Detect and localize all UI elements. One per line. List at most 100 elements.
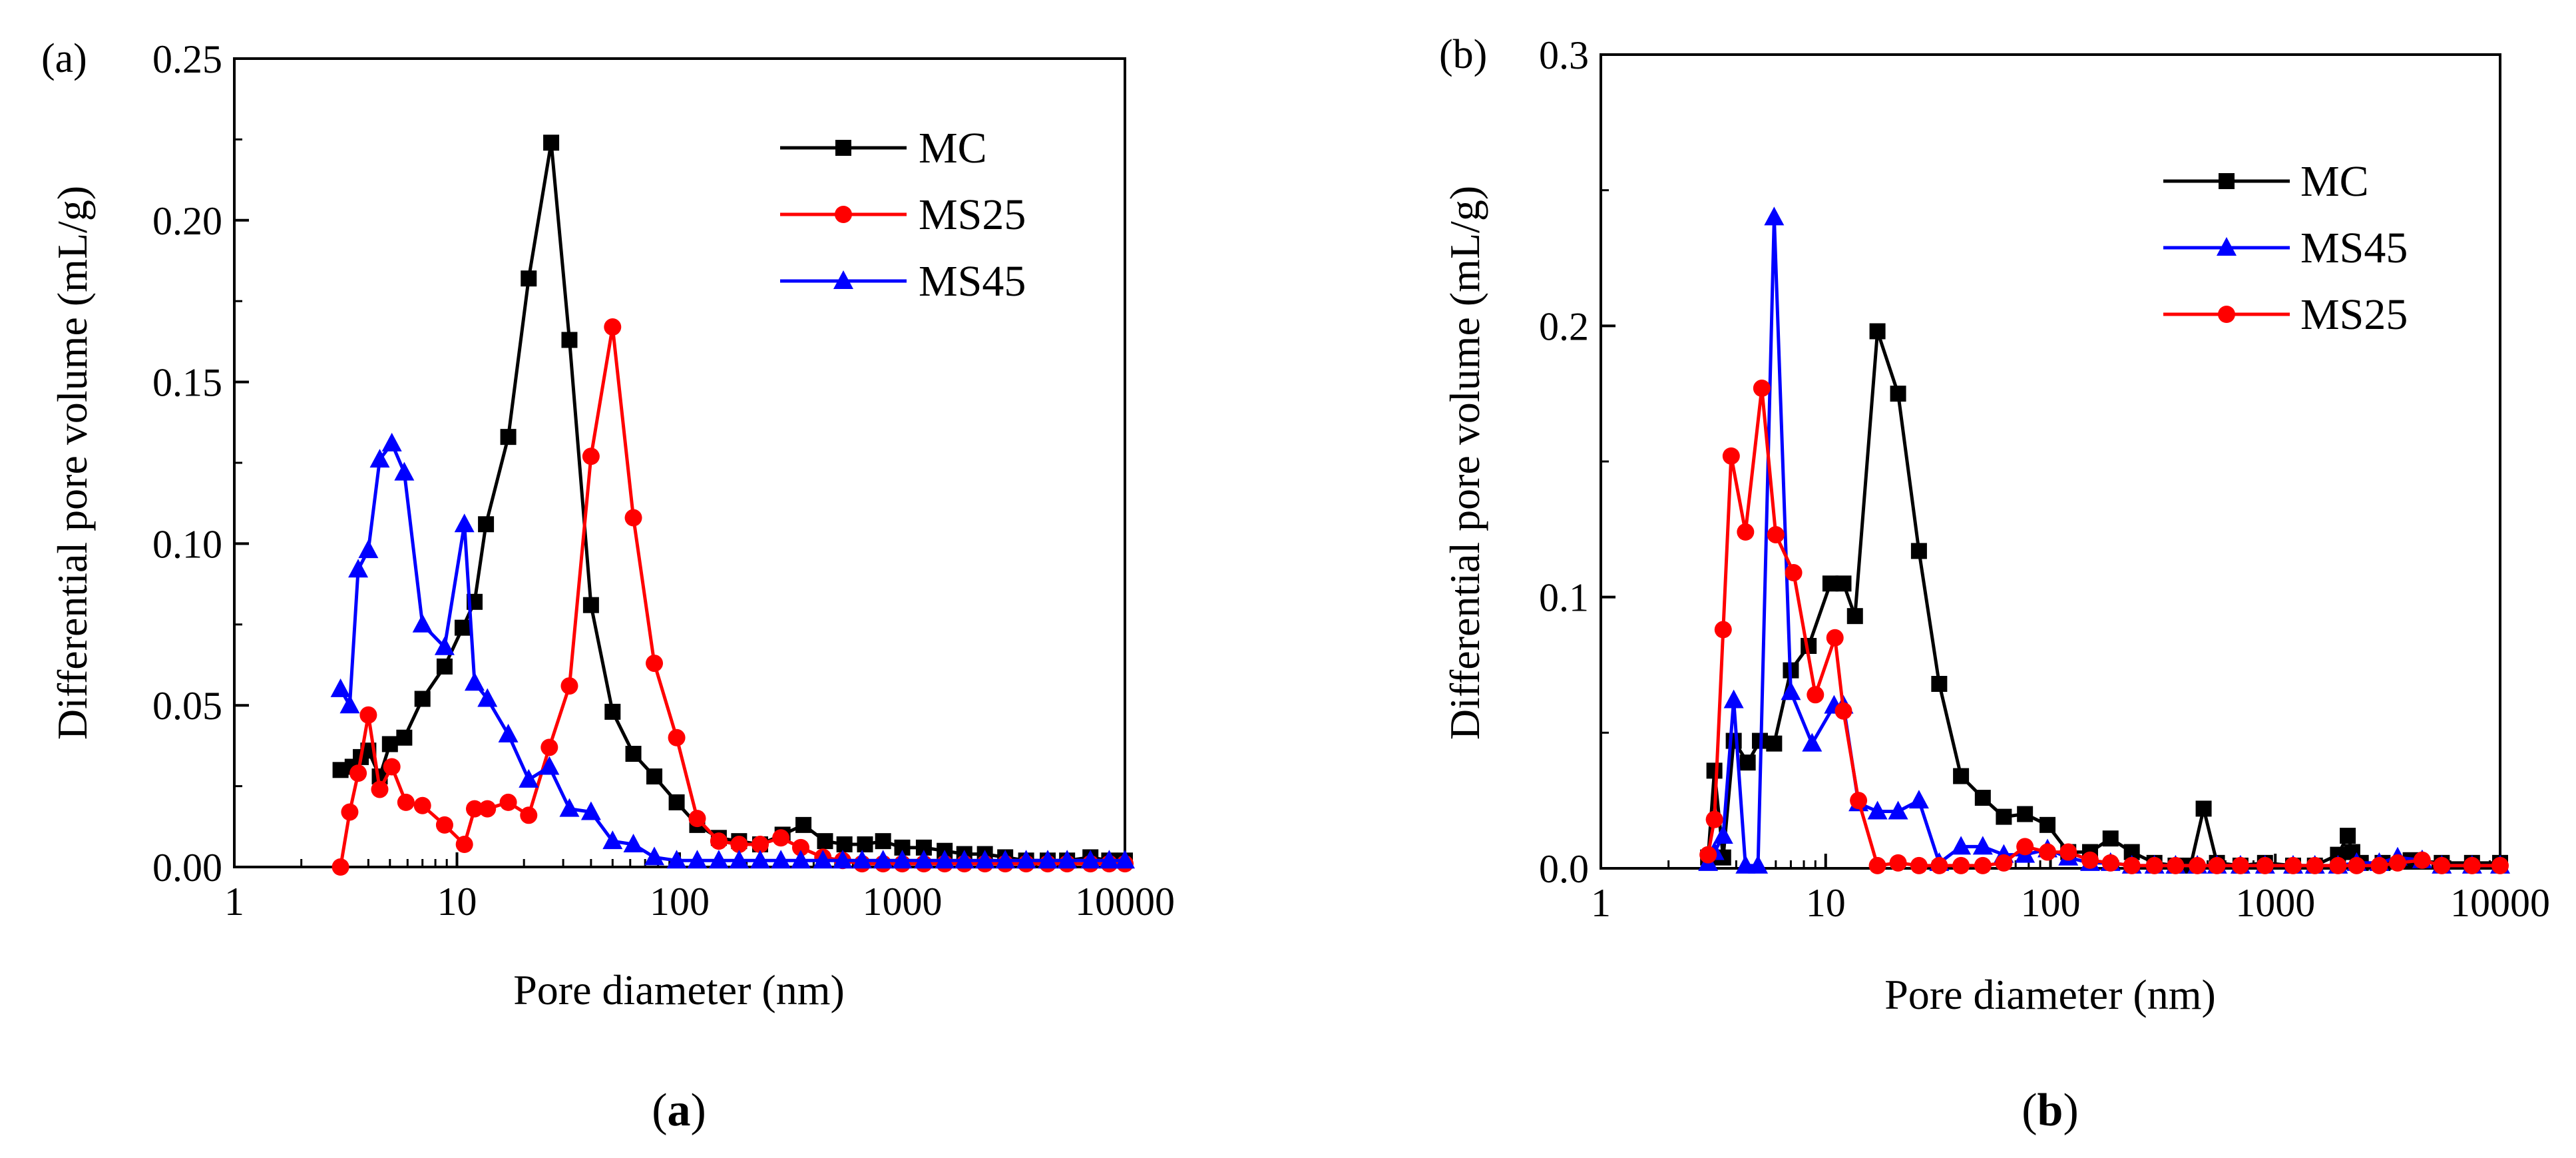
data-point [520, 806, 538, 824]
data-point [1699, 846, 1717, 864]
data-point [369, 449, 390, 468]
data-point [1115, 850, 1135, 869]
series-ms25 [1699, 380, 2509, 874]
data-point [1953, 768, 1970, 784]
data-point [1910, 543, 1927, 559]
legend-label: MS45 [2300, 224, 2408, 272]
data-point [2463, 856, 2481, 874]
data-point [2102, 830, 2119, 847]
data-point [434, 636, 455, 655]
data-point [2081, 851, 2099, 869]
y-tick-label: 0.10 [152, 522, 222, 566]
data-point [771, 850, 791, 869]
data-point [371, 780, 389, 798]
data-point [1057, 850, 1078, 869]
data-point [954, 850, 974, 869]
y-axis-title-a: Differential pore volume (mL/g) [49, 186, 96, 740]
data-point [339, 695, 360, 714]
data-point [2306, 856, 2324, 874]
y-tick-label: 0.0 [1539, 847, 1589, 891]
data-point [1080, 850, 1101, 869]
data-point [1931, 676, 1948, 693]
data-point [1739, 754, 1756, 771]
data-point [2340, 828, 2356, 844]
chart-panel-b: 0.0 0.1 0.2 0.3 1 10 100 1000 10000 (b) Pore di… [1439, 32, 2550, 1136]
data-point [559, 798, 580, 817]
data-point [2348, 856, 2366, 874]
data-point [2059, 843, 2077, 861]
data-point [995, 850, 1016, 869]
data-point [668, 794, 685, 810]
legend-marker-square [835, 140, 851, 156]
data-point [1767, 525, 1785, 543]
legend-label: MC [919, 124, 987, 172]
data-point [1785, 564, 1803, 582]
series-mc [1700, 323, 2508, 874]
y-tick-label: 0.15 [152, 361, 222, 405]
data-point [383, 758, 401, 776]
data-point [394, 461, 415, 481]
data-point [1910, 856, 1928, 874]
legend-label: MC [2300, 157, 2369, 206]
data-point [1974, 856, 1992, 874]
data-point [413, 796, 431, 814]
legend-item-mc-a: MC [780, 124, 987, 172]
data-point [1807, 686, 1825, 704]
data-point [2256, 856, 2274, 874]
data-point [2195, 800, 2212, 817]
data-point [875, 833, 891, 850]
legend-label: MS45 [919, 257, 1026, 306]
data-point [750, 850, 770, 869]
data-point [2123, 856, 2141, 874]
series-line-mc [339, 141, 1125, 862]
data-point [1826, 629, 1844, 647]
data-point [582, 597, 599, 613]
data-point [1889, 854, 1907, 872]
data-point [412, 613, 433, 633]
panel-label-a: (a) [41, 36, 87, 81]
series-group-a [330, 135, 1135, 876]
data-point [1869, 323, 1886, 340]
data-point [2389, 854, 2407, 872]
x-tick-label: 10 [437, 880, 477, 924]
data-point [1846, 608, 1863, 625]
data-point [604, 318, 622, 336]
data-point [625, 746, 642, 762]
data-point [1016, 850, 1036, 869]
data-point [644, 846, 665, 866]
data-point [2039, 843, 2057, 861]
data-point [1725, 732, 1742, 749]
data-point [2370, 856, 2388, 874]
data-point [1908, 790, 1929, 809]
data-point [436, 658, 453, 675]
data-point [540, 738, 558, 756]
data-point [479, 800, 497, 818]
data-point [1781, 681, 1801, 701]
legend-label: MS25 [2300, 290, 2408, 339]
y-axis-title-b: Differential pore volume (mL/g) [1441, 186, 1488, 740]
legend-item-ms25-b: MS25 [2163, 290, 2408, 339]
series-mc [332, 135, 1133, 869]
data-point [2101, 854, 2119, 872]
data-point [454, 619, 471, 636]
legend-marker-triangle [833, 270, 853, 289]
data-point [832, 850, 853, 869]
data-point [521, 270, 537, 287]
data-point [1951, 836, 1972, 855]
data-point [498, 723, 519, 742]
data-point [646, 768, 663, 785]
data-point [795, 816, 812, 833]
data-point [913, 850, 934, 869]
x-axis-title-a: Pore diameter (nm) [513, 966, 845, 1013]
data-point [1037, 850, 1058, 869]
data-point [623, 834, 644, 853]
x-tick-label: 1000 [2235, 881, 2315, 925]
data-point [2208, 856, 2226, 874]
y-tick-label: 0.05 [152, 684, 222, 728]
data-point [708, 850, 729, 869]
x-tick-label: 10000 [1075, 880, 1175, 924]
data-point [2284, 856, 2302, 874]
legend-marker-square [2219, 173, 2235, 189]
data-point [688, 810, 706, 828]
data-point [2167, 856, 2185, 874]
